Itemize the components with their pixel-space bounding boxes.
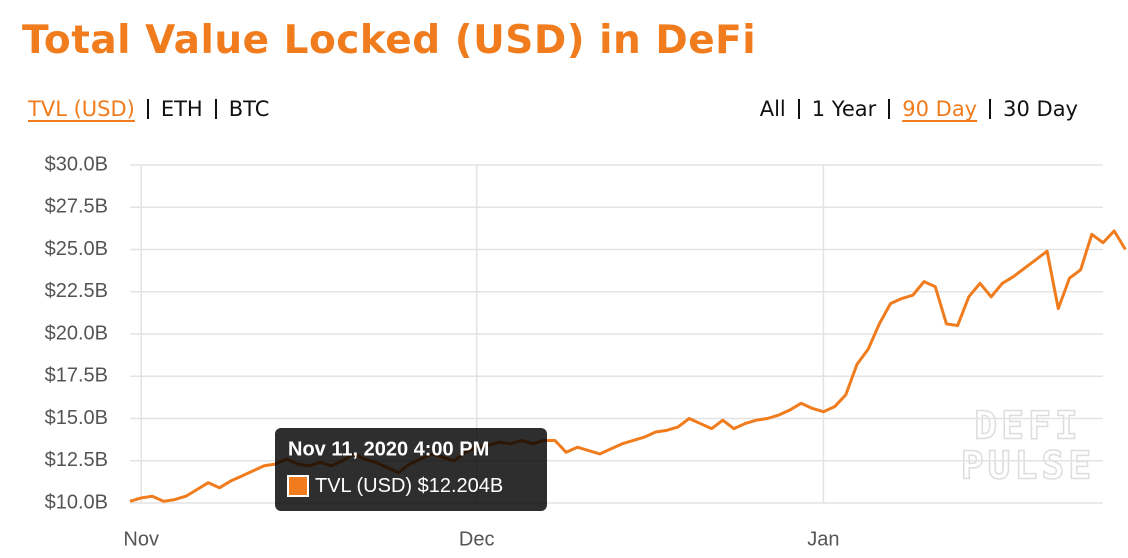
y-tick-label: $20.0B bbox=[45, 322, 108, 344]
y-tick-label: $12.5B bbox=[45, 449, 108, 471]
watermark: PULSE bbox=[961, 444, 1095, 488]
tab[interactable]: BTC bbox=[228, 97, 270, 121]
y-tick-label: $22.5B bbox=[45, 280, 108, 302]
x-tick-label: Dec bbox=[459, 528, 495, 550]
separator bbox=[146, 99, 149, 119]
metric-tabs: TVL (USD) ETH BTC bbox=[28, 97, 281, 121]
y-tick-label: $30.0B bbox=[45, 153, 108, 175]
tooltip-box bbox=[275, 428, 547, 511]
tooltip-value: $12.204B bbox=[418, 475, 504, 497]
separator bbox=[888, 99, 891, 119]
tab[interactable]: 1 Year bbox=[811, 97, 877, 121]
tooltip-title: Nov 11, 2020 4:00 PM bbox=[288, 438, 489, 460]
watermark: DEFI bbox=[974, 404, 1082, 448]
tab[interactable]: ETH bbox=[160, 97, 203, 121]
y-tick-label: $10.0B bbox=[45, 491, 108, 513]
y-tick-label: $27.5B bbox=[45, 196, 108, 218]
tooltip: Nov 11, 2020 4:00 PM TVL (USD) $12.204B bbox=[275, 428, 547, 511]
page-title: Total Value Locked (USD) in DeFi bbox=[22, 18, 757, 63]
series-name: TVL (USD) bbox=[315, 475, 412, 497]
y-tick-label: $17.5B bbox=[45, 365, 108, 387]
x-tick-label: Nov bbox=[123, 528, 159, 550]
tab[interactable]: TVL (USD) bbox=[28, 97, 135, 121]
tab[interactable]: All bbox=[759, 97, 786, 121]
tooltip-label: TVL (USD) $12.204B bbox=[315, 475, 503, 497]
y-tick-label: $15.0B bbox=[45, 407, 108, 429]
y-tick-label: $25.0B bbox=[45, 238, 108, 260]
tooltip-swatch bbox=[287, 475, 309, 497]
separator bbox=[989, 99, 992, 119]
separator bbox=[214, 99, 217, 119]
tab[interactable]: 90 Day bbox=[902, 97, 978, 121]
x-tick-label: Jan bbox=[807, 528, 839, 550]
tab[interactable]: 30 Day bbox=[1003, 97, 1078, 121]
separator bbox=[797, 99, 800, 119]
range-tabs: All 1 Year 90 Day 30 Day bbox=[760, 97, 1078, 121]
